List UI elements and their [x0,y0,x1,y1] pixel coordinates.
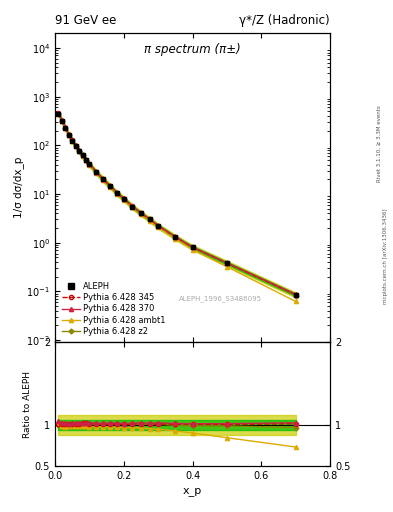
Text: γ*/Z (Hadronic): γ*/Z (Hadronic) [239,14,330,27]
Y-axis label: Ratio to ALEPH: Ratio to ALEPH [23,371,32,438]
X-axis label: x_p: x_p [183,486,202,496]
Text: π spectrum (π±): π spectrum (π±) [144,42,241,55]
Text: ALEPH_1996_S3486095: ALEPH_1996_S3486095 [178,295,262,302]
Legend: ALEPH, Pythia 6.428 345, Pythia 6.428 370, Pythia 6.428 ambt1, Pythia 6.428 z2: ALEPH, Pythia 6.428 345, Pythia 6.428 37… [59,280,168,338]
Text: Rivet 3.1.10, ≥ 3.3M events: Rivet 3.1.10, ≥ 3.3M events [377,105,382,182]
Y-axis label: 1/σ dσ/dx_p: 1/σ dσ/dx_p [13,157,24,219]
Text: 91 GeV ee: 91 GeV ee [55,14,116,27]
Text: mcplots.cern.ch [arXiv:1306.3436]: mcplots.cern.ch [arXiv:1306.3436] [383,208,387,304]
